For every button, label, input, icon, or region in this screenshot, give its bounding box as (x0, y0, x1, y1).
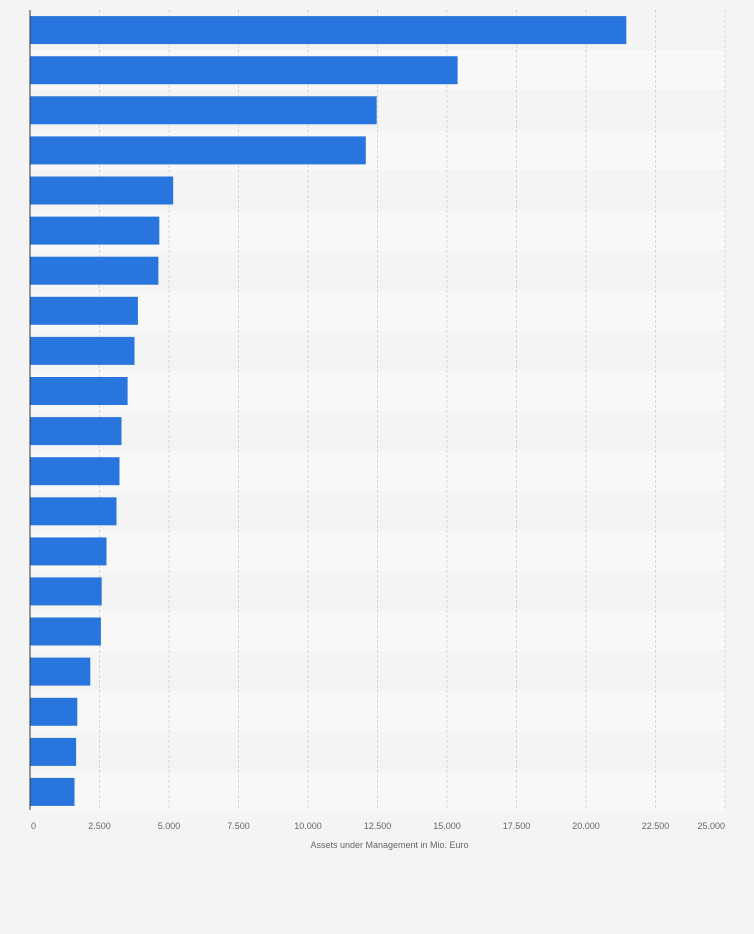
x-tick-label: 12.500 (364, 821, 392, 831)
bar[interactable] (30, 216, 160, 245)
x-tick-label: 2.500 (88, 821, 111, 831)
bar[interactable] (30, 497, 117, 526)
x-tick-label: 22.500 (642, 821, 670, 831)
gridlines (99, 10, 726, 810)
bar[interactable] (30, 56, 458, 85)
x-tick-label: 25.000 (697, 821, 725, 831)
bar[interactable] (30, 617, 101, 646)
x-axis-label: Assets under Management in Mio. Euro (310, 840, 468, 850)
bar[interactable] (30, 16, 627, 45)
bar[interactable] (30, 377, 128, 405)
x-tick-label: 7.500 (227, 821, 250, 831)
bar[interactable] (30, 737, 77, 766)
bar[interactable] (30, 657, 91, 686)
x-tick-label: 17.500 (503, 821, 531, 831)
x-tick-label: 0 (31, 821, 36, 831)
bar[interactable] (30, 457, 120, 486)
bar[interactable] (30, 136, 366, 165)
x-tick-label: 10.000 (294, 821, 322, 831)
bar[interactable] (30, 336, 135, 365)
bar[interactable] (30, 537, 107, 566)
bars (30, 16, 627, 806)
bar[interactable] (30, 577, 102, 606)
bar[interactable] (30, 96, 377, 125)
bar[interactable] (30, 176, 174, 205)
bar[interactable] (30, 777, 75, 806)
x-tick-label: 5.000 (158, 821, 181, 831)
x-tick-labels: 0 2.500 5.000 7.500 10.000 12.500 15.000 17.500… (31, 821, 725, 831)
x-tick-label: 20.000 (572, 821, 600, 831)
bar[interactable] (30, 417, 122, 446)
bar[interactable] (30, 256, 159, 285)
bar[interactable] (30, 697, 78, 726)
x-tick-label: 15.000 (433, 821, 461, 831)
bar[interactable] (30, 296, 138, 325)
